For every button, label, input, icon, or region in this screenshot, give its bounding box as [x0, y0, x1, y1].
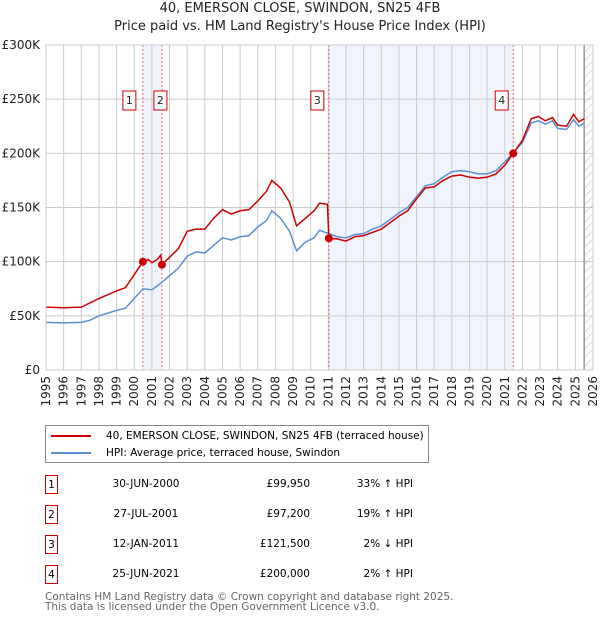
x-tick-label: 2018 — [445, 376, 459, 407]
sale-point — [138, 257, 147, 266]
sale-marker-box — [122, 90, 137, 111]
line-chart: 1995 1996 1997 1998 1999 2000 2001 2002 2003 2004… — [2, 38, 600, 407]
legend-swatch-blue — [51, 452, 91, 454]
y-tick-label: £150K — [2, 201, 42, 215]
x-tick-label: 2010 — [304, 376, 318, 407]
y-tick-label: £250K — [2, 92, 42, 106]
legend: 40, EMERSON CLOSE, SWINDON, SN25 4FB (te… — [45, 425, 429, 463]
transaction-price: £97,200 — [266, 508, 310, 520]
sale-marker-box — [153, 90, 168, 111]
chart-subtitle: Price paid vs. HM Land Registry's House … — [114, 19, 486, 34]
x-tick-label: 2020 — [480, 376, 494, 407]
x-tick-label: 2001 — [145, 376, 159, 407]
sale-marker-badge: 1 — [45, 475, 58, 494]
x-tick-label: 2021 — [498, 376, 512, 407]
sale-point — [324, 234, 333, 243]
x-tick-label: 2013 — [357, 376, 371, 407]
x-tick-label: 2015 — [392, 376, 406, 407]
transaction-date: 25-JUN-2021 — [112, 568, 180, 580]
sale-marker-box — [494, 90, 509, 111]
transaction-row: 2 27-JUL-2001 £97,200 19% ↑ HPI — [45, 505, 445, 525]
x-tick-label: 2011 — [321, 376, 335, 407]
x-tick-label: 2000 — [127, 376, 141, 407]
legend-label: HPI: Average price, terraced house, Swin… — [106, 447, 341, 459]
transaction-price: £99,950 — [266, 478, 310, 490]
x-tick-label: 2023 — [533, 376, 547, 407]
transaction-row: 4 25-JUN-2021 £200,000 2% ↑ HPI — [45, 565, 445, 585]
x-tick-label: 1998 — [92, 376, 106, 407]
transaction-date: 27-JUL-2001 — [113, 508, 179, 520]
plot-frame — [45, 44, 594, 371]
x-tick-label: 2012 — [339, 376, 353, 407]
x-tick-label: 1997 — [74, 376, 88, 407]
x-tick-label: 1999 — [110, 376, 124, 407]
x-tick-label: 2002 — [163, 376, 177, 407]
sale-marker-label: 1 — [126, 94, 133, 107]
transaction-hpi-delta: 2% ↑ HPI — [363, 568, 413, 580]
x-tick-label: 1995 — [39, 376, 53, 407]
chart-title: 40, EMERSON CLOSE, SWINDON, SN25 4FB — [159, 1, 441, 16]
transaction-row: 1 30-JUN-2000 £99,950 33% ↑ HPI — [45, 475, 445, 495]
legend-swatch-red — [51, 435, 91, 437]
x-tick-label: 2004 — [198, 376, 212, 407]
x-tick-label: 1996 — [57, 376, 71, 407]
transaction-hpi-delta: 19% ↑ HPI — [356, 508, 413, 520]
y-tick-label: £100K — [2, 255, 42, 269]
sale-marker-label: 3 — [314, 94, 321, 107]
x-tick-label: 2025 — [568, 376, 582, 407]
x-tick-label: 2026 — [586, 376, 600, 407]
sale-marker-badge: 2 — [45, 505, 58, 524]
sale-marker-label: 4 — [498, 94, 505, 107]
sale-marker-badge: 4 — [45, 565, 58, 584]
x-tick-label: 2019 — [462, 376, 476, 407]
y-tick-label: £0 — [25, 363, 40, 377]
sale-marker-badge: 3 — [45, 535, 58, 554]
x-tick-label: 2016 — [410, 376, 424, 407]
x-tick-label: 2022 — [515, 376, 529, 407]
price-paid-line — [45, 112, 585, 309]
transaction-row: 3 12-JAN-2011 £121,500 2% ↓ HPI — [45, 535, 445, 555]
footer-copyright: Contains HM Land Registry data © Crown c… — [45, 591, 454, 603]
x-tick-label: 2006 — [233, 376, 247, 407]
legend-item-hpi: HPI: Average price, terraced house, Swin… — [46, 445, 340, 461]
x-tick-label: 2003 — [180, 376, 194, 407]
y-tick-label: £300K — [2, 38, 42, 52]
x-tick-label: 2009 — [286, 376, 300, 407]
legend-item-property: 40, EMERSON CLOSE, SWINDON, SN25 4FB (te… — [46, 428, 424, 444]
transaction-hpi-delta: 2% ↓ HPI — [363, 538, 413, 550]
transaction-hpi-delta: 33% ↑ HPI — [356, 478, 413, 490]
x-tick-label: 2024 — [551, 376, 565, 407]
sale-marker-label: 2 — [157, 94, 164, 107]
x-tick-label: 2008 — [268, 376, 282, 407]
transaction-price: £200,000 — [259, 568, 310, 580]
transaction-date: 12-JAN-2011 — [112, 538, 180, 550]
sale-point — [157, 260, 166, 269]
x-tick-label: 2007 — [251, 376, 265, 407]
footer-licence: This data is licensed under the Open Gov… — [45, 601, 380, 613]
y-tick-label: £200K — [2, 146, 42, 160]
y-tick-label: £50K — [9, 309, 41, 323]
transaction-date: 30-JUN-2000 — [112, 478, 180, 490]
transaction-price: £121,500 — [259, 538, 310, 550]
footer: Contains HM Land Registry data © Crown c… — [45, 591, 454, 613]
sale-point — [509, 149, 518, 158]
x-tick-label: 2017 — [427, 376, 441, 407]
x-tick-label: 2014 — [374, 376, 388, 407]
x-tick-label: 2005 — [215, 376, 229, 407]
sale-marker-box — [310, 90, 325, 111]
legend-label: 40, EMERSON CLOSE, SWINDON, SN25 4FB (te… — [106, 430, 424, 442]
